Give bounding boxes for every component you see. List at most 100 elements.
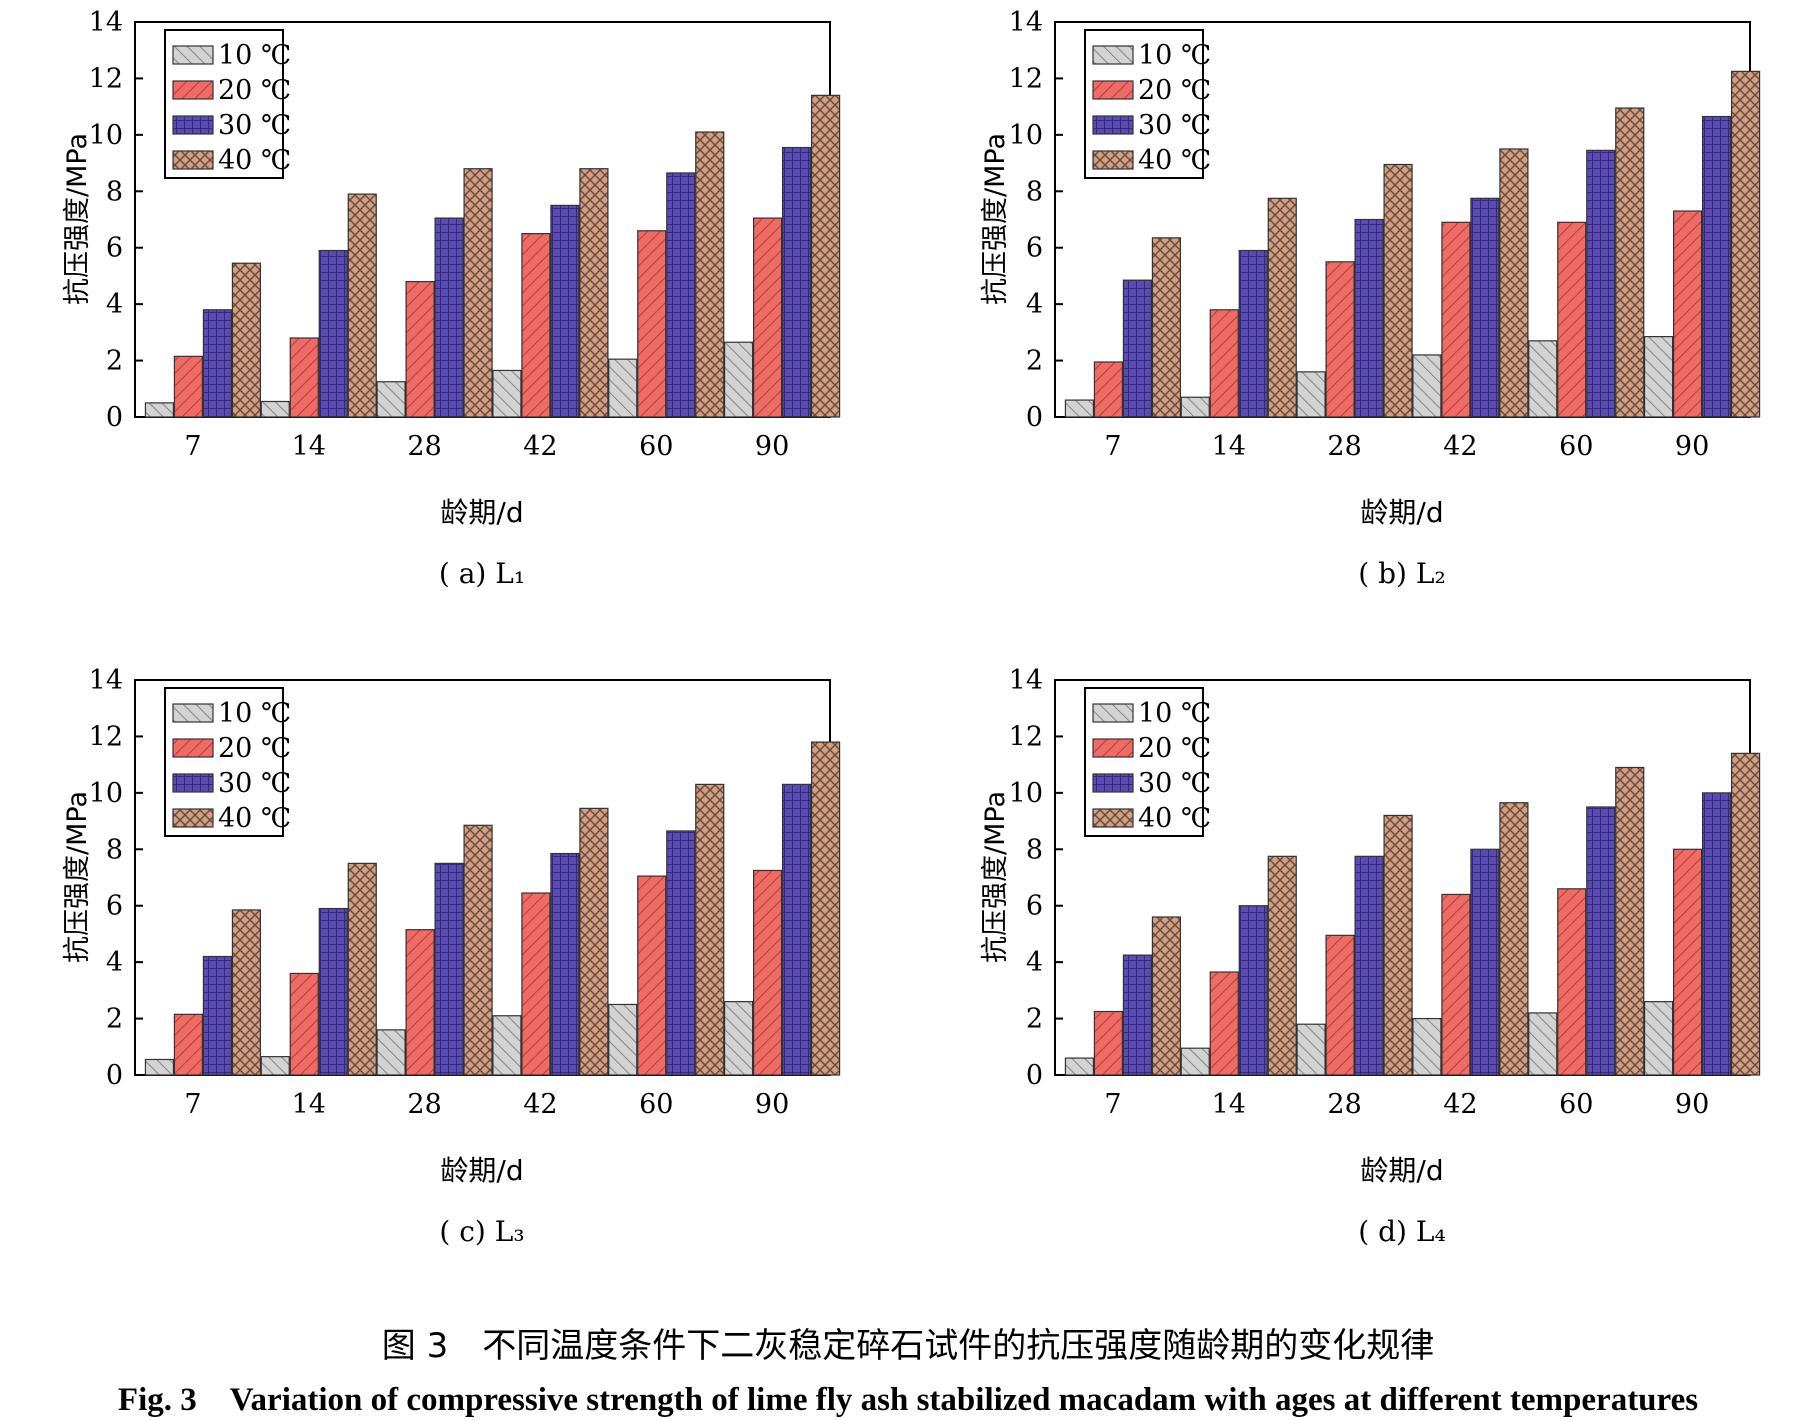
bar-10c-day-42 bbox=[492, 369, 522, 418]
bar-30c-day-7 bbox=[202, 955, 233, 1076]
bar-20c-day-42 bbox=[521, 892, 551, 1076]
bar-10c-day-60 bbox=[608, 1003, 638, 1076]
x-tick-label: 90 bbox=[755, 431, 789, 462]
bar-30c-day-42 bbox=[550, 204, 580, 418]
y-tick-label: 12 bbox=[89, 721, 123, 752]
y-tick-label: 12 bbox=[89, 63, 123, 94]
chart-panel-a: 抗压强度/MPa 龄期/d ( a) L₁ 0 2 4 6 8 10 12 14 7 14 28 4… bbox=[62, 7, 841, 590]
x-tick-label: 28 bbox=[407, 431, 441, 462]
y-axis-ticks: 0 2 4 6 8 10 12 14 bbox=[89, 665, 143, 1091]
bar-40c-day-60 bbox=[1615, 766, 1645, 1076]
bar-30c-day-14 bbox=[1238, 249, 1268, 418]
y-tick-label: 12 bbox=[1009, 63, 1043, 94]
bar-40c-day-14 bbox=[1267, 197, 1297, 418]
bar-20c-day-42 bbox=[1441, 893, 1471, 1076]
bar-20c-day-7 bbox=[1093, 1010, 1124, 1076]
bar-20c-day-60 bbox=[637, 875, 667, 1076]
chart-panel-d: 抗压强度/MPa 龄期/d ( d) L₄ 0 2 4 6 8 10 12 14 7 14 28 4… bbox=[980, 665, 1761, 1248]
bar-group bbox=[1064, 752, 1761, 1076]
y-tick-label: 10 bbox=[89, 778, 123, 809]
bar-40c-day-28 bbox=[1383, 163, 1413, 418]
y-tick-label: 4 bbox=[1026, 289, 1043, 320]
legend-swatch-40c bbox=[1092, 808, 1134, 828]
legend-label-30c: 30 ℃ bbox=[1138, 768, 1211, 799]
legend-swatch-30c bbox=[1092, 773, 1134, 793]
bar-30c-day-90 bbox=[781, 146, 812, 418]
bar-10c-day-42 bbox=[492, 1015, 522, 1076]
legend-label-20c: 20 ℃ bbox=[218, 733, 291, 764]
bar-10c-day-14 bbox=[260, 400, 290, 418]
x-tick-label: 28 bbox=[407, 1089, 441, 1120]
x-tick-label: 7 bbox=[184, 431, 201, 462]
y-tick-label: 0 bbox=[106, 1060, 123, 1091]
x-axis-ticks: 7 14 28 42 60 90 bbox=[184, 1089, 789, 1120]
x-tick-label: 14 bbox=[1212, 431, 1246, 462]
y-tick-label: 2 bbox=[1026, 1004, 1043, 1035]
x-tick-label: 14 bbox=[292, 1089, 326, 1120]
legend-label-20c: 20 ℃ bbox=[1138, 733, 1211, 764]
x-tick-label: 60 bbox=[639, 1089, 673, 1120]
x-axis-ticks: 7 14 28 42 60 90 bbox=[184, 431, 789, 462]
bar-20c-day-60 bbox=[1557, 221, 1587, 418]
bar-10c-day-7 bbox=[144, 1058, 175, 1076]
y-tick-label: 8 bbox=[1026, 176, 1043, 207]
bar-20c-day-42 bbox=[521, 233, 551, 418]
x-tick-label: 42 bbox=[523, 431, 557, 462]
bar-40c-day-28 bbox=[1383, 814, 1413, 1076]
bar-40c-day-28 bbox=[463, 824, 493, 1076]
figure-caption-english: Fig. 3 Variation of compressive strength… bbox=[117, 1382, 1699, 1418]
legend-swatch-40c bbox=[172, 150, 214, 170]
bar-10c-day-14 bbox=[1180, 1047, 1210, 1076]
bar-30c-day-90 bbox=[781, 783, 812, 1076]
bar-10c-day-60 bbox=[608, 358, 638, 418]
bar-20c-day-14 bbox=[289, 337, 319, 418]
bar-20c-day-28 bbox=[1325, 934, 1355, 1076]
x-tick-label: 7 bbox=[1104, 1089, 1121, 1120]
x-tick-label: 42 bbox=[523, 1089, 557, 1120]
y-tick-label: 0 bbox=[1026, 402, 1043, 433]
legend-label-10c: 10 ℃ bbox=[1138, 40, 1211, 71]
chart-title: ( a) L₁ bbox=[439, 557, 525, 590]
bar-group bbox=[1064, 70, 1761, 418]
bar-40c-day-60 bbox=[695, 783, 725, 1076]
chart-title: ( d) L₄ bbox=[1358, 1215, 1445, 1248]
legend-swatch-40c bbox=[172, 808, 214, 828]
y-tick-label: 6 bbox=[1026, 233, 1043, 264]
bar-20c-day-28 bbox=[405, 929, 435, 1076]
bar-30c-day-28 bbox=[434, 217, 464, 418]
bar-30c-day-90 bbox=[1701, 115, 1732, 418]
y-tick-label: 14 bbox=[1009, 665, 1043, 696]
y-axis-ticks: 0 2 4 6 8 10 12 14 bbox=[89, 7, 143, 433]
bar-20c-day-28 bbox=[1325, 261, 1355, 418]
y-tick-label: 0 bbox=[106, 402, 123, 433]
bar-10c-day-90 bbox=[1643, 335, 1674, 418]
y-axis-title: 抗压强度/MPa bbox=[62, 133, 93, 305]
bar-30c-day-60 bbox=[1586, 149, 1616, 418]
legend-swatch-10c bbox=[172, 45, 214, 65]
bar-40c-day-14 bbox=[1267, 855, 1297, 1076]
legend-label-30c: 30 ℃ bbox=[218, 110, 291, 141]
x-tick-label: 90 bbox=[1675, 431, 1709, 462]
legend-swatch-30c bbox=[1092, 115, 1134, 135]
y-tick-label: 4 bbox=[106, 947, 123, 978]
bar-30c-day-7 bbox=[1122, 279, 1153, 418]
x-tick-label: 14 bbox=[1212, 1089, 1246, 1120]
y-tick-label: 6 bbox=[106, 891, 123, 922]
x-axis-title: 龄期/d bbox=[440, 1154, 523, 1187]
legend-label-20c: 20 ℃ bbox=[1138, 75, 1211, 106]
bar-group bbox=[144, 741, 841, 1076]
legend-swatch-20c bbox=[172, 738, 214, 758]
x-tick-label: 90 bbox=[755, 1089, 789, 1120]
y-axis-title: 抗压强度/MPa bbox=[980, 133, 1011, 305]
bar-40c-day-60 bbox=[1615, 107, 1645, 418]
bar-30c-day-7 bbox=[1122, 954, 1153, 1076]
y-tick-label: 2 bbox=[1026, 346, 1043, 377]
legend-swatch-30c bbox=[172, 115, 214, 135]
x-tick-label: 42 bbox=[1443, 1089, 1477, 1120]
legend-swatch-30c bbox=[172, 773, 214, 793]
y-tick-label: 0 bbox=[1026, 1060, 1043, 1091]
legend-label-40c: 40 ℃ bbox=[1138, 145, 1211, 176]
chart-title: ( c) L₃ bbox=[439, 1215, 524, 1248]
bar-30c-day-28 bbox=[1354, 855, 1384, 1076]
bar-40c-day-7 bbox=[231, 262, 262, 418]
